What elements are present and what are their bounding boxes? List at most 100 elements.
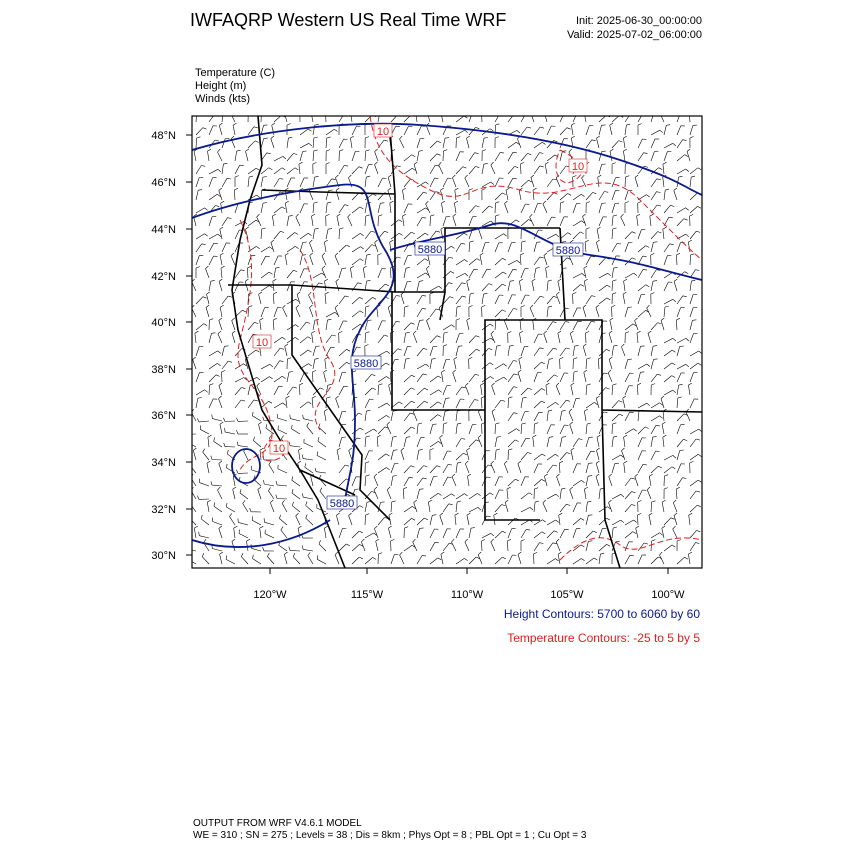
wind-barb [474, 399, 479, 401]
wind-barb [241, 399, 245, 402]
wind-barb [676, 307, 681, 318]
wind-barb [623, 138, 626, 149]
wind-barb [477, 507, 482, 511]
wind-barb [204, 233, 208, 237]
wind-barb [338, 138, 344, 149]
wind-barb [387, 190, 392, 201]
wind-barb [491, 382, 495, 386]
wind-barb [581, 220, 585, 224]
wind-barb [270, 502, 275, 513]
wind-barb [580, 284, 585, 287]
wind-barb [480, 385, 483, 396]
wind-barb [689, 231, 697, 240]
wind-barb [413, 330, 417, 334]
wind-barb [377, 350, 387, 357]
wind-barb [533, 256, 541, 266]
wind-barb [522, 397, 527, 399]
wind-barb [582, 307, 587, 318]
wind-barb [221, 370, 226, 373]
wind-barb [310, 476, 314, 487]
wind-barb [573, 357, 578, 360]
wind-barb [234, 151, 237, 162]
wind-barb [351, 398, 354, 409]
wind-barb [440, 226, 445, 230]
wind-barb [455, 318, 461, 321]
wind-barb [624, 541, 630, 552]
wind-barb [475, 373, 480, 376]
wind-barb [585, 476, 589, 487]
wind-barb [572, 480, 582, 487]
wind-barb [698, 454, 702, 457]
wind-barb [392, 475, 397, 477]
wind-barb [623, 148, 628, 152]
wind-barb [211, 332, 216, 334]
wind-barb [311, 396, 316, 399]
wind-barb [644, 426, 649, 429]
wind-barb [476, 556, 480, 559]
wind-barb [403, 359, 406, 370]
wind-barb [507, 554, 513, 565]
wind-barb [361, 538, 365, 542]
wind-barb [364, 332, 366, 344]
wind-barb [443, 331, 448, 334]
wind-barb [689, 116, 691, 123]
wind-barb [659, 402, 663, 406]
wind-barb [688, 554, 691, 565]
wind-barb [546, 453, 556, 461]
wind-barb [371, 387, 376, 390]
lat-label: 34°N [151, 457, 176, 469]
wind-barb [403, 167, 413, 175]
wind-barb [596, 437, 600, 448]
wind-barb [580, 518, 585, 521]
wind-barb [218, 187, 222, 191]
wind-barb [539, 256, 544, 259]
wind-barb [527, 153, 532, 156]
wind-barb [494, 202, 496, 214]
wind-barb [624, 307, 629, 318]
wind-barb [416, 151, 420, 162]
wind-barb [273, 231, 281, 240]
wind-barb [488, 348, 493, 350]
wind-barb [584, 241, 587, 253]
wind-barb [251, 548, 262, 552]
wind-barb [422, 373, 427, 376]
wind-barb [637, 437, 643, 448]
wind-barb [277, 468, 288, 474]
wind-barb [442, 543, 450, 552]
wind-barb [202, 448, 205, 453]
wind-barb [468, 269, 475, 279]
wind-barb [364, 244, 373, 253]
wind-barb [559, 529, 565, 539]
wind-barb [648, 515, 652, 526]
wind-barb [231, 116, 236, 123]
wind-barb [585, 402, 595, 409]
wind-barb [314, 358, 319, 360]
wind-barb [542, 142, 546, 145]
wind-barb [651, 539, 656, 542]
wind-barb [366, 175, 371, 178]
wind-barb [676, 242, 681, 253]
wind-barb [273, 347, 281, 357]
wind-barb [218, 278, 223, 282]
wind-barb [373, 532, 377, 536]
wind-barb [624, 372, 630, 383]
footer-line: WE = 310 ; SN = 275 ; Levels = 38 ; Dis … [193, 830, 587, 841]
wind-barb [637, 554, 643, 565]
wind-barb [351, 476, 357, 487]
wind-barb [494, 504, 502, 513]
wind-barb [622, 291, 627, 295]
wind-barb [566, 257, 571, 260]
wind-barb [514, 114, 518, 115]
wind-barb [624, 428, 634, 435]
wind-barb [197, 397, 202, 399]
wind-barb [555, 385, 561, 396]
wind-barb [351, 151, 356, 162]
wind-barb [365, 513, 370, 516]
wind-barb [217, 169, 222, 173]
wind-barb [416, 110, 420, 112]
wind-barb [429, 542, 436, 552]
wind-barb [429, 441, 439, 448]
wind-barb [386, 350, 390, 354]
wind-barb [504, 460, 508, 464]
wind-barb [646, 307, 652, 318]
